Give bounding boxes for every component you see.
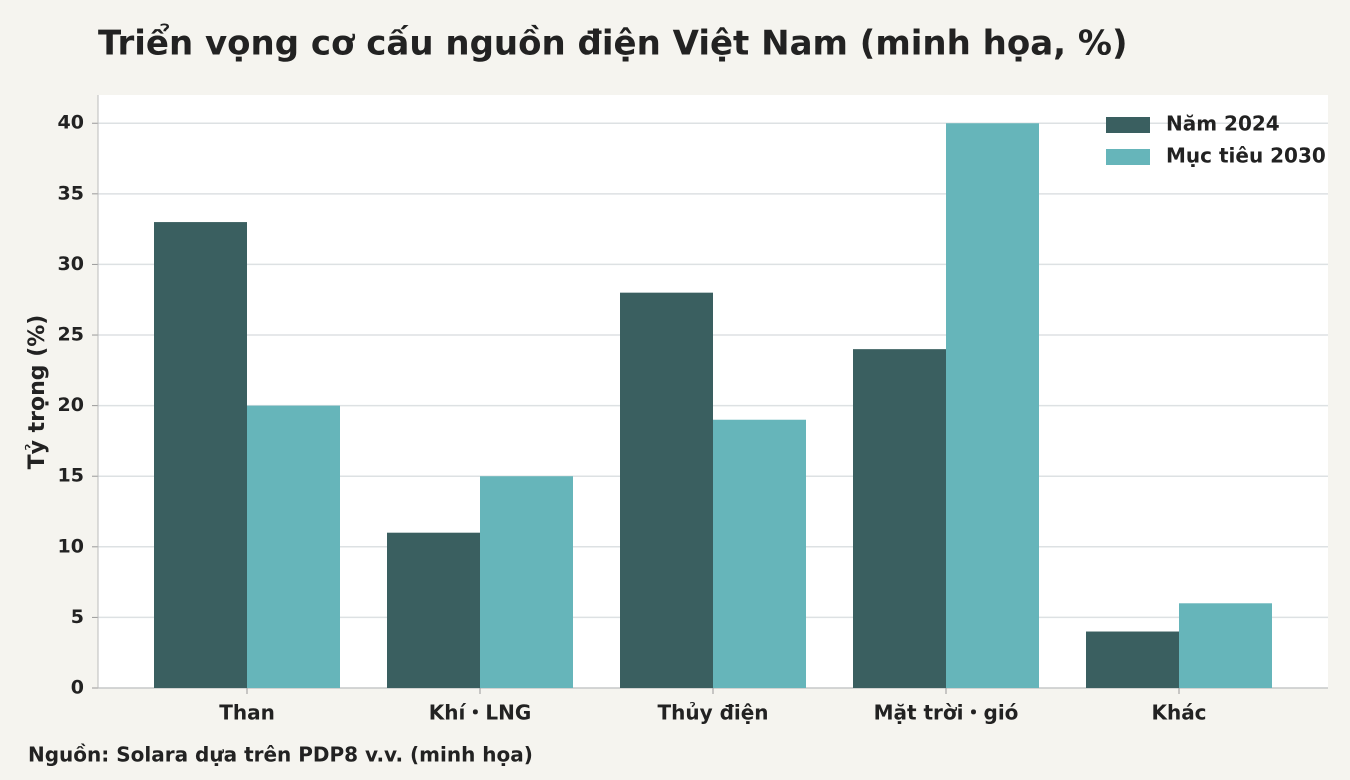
legend-swatch (1106, 149, 1150, 165)
bar (713, 419, 806, 688)
y-tick-label: 25 (58, 324, 84, 346)
y-tick-label: 40 (58, 112, 84, 134)
y-axis-label: Tỷ trọng (%) (25, 315, 50, 470)
legend-swatch (1106, 117, 1150, 133)
y-tick-label: 10 (58, 535, 84, 557)
legend-label: Mục tiêu 2030 (1166, 144, 1326, 168)
bar (1086, 631, 1179, 688)
y-tick-label: 0 (71, 677, 84, 699)
x-tick-label: Mặt trời・gió (874, 701, 1019, 725)
bar (946, 123, 1039, 688)
bar (387, 532, 480, 688)
source-note: Nguồn: Solara dựa trên PDP8 v.v. (minh h… (28, 743, 533, 767)
y-tick-label: 15 (58, 465, 84, 487)
bar (480, 476, 573, 688)
legend-label: Năm 2024 (1166, 112, 1280, 136)
bar (1179, 603, 1272, 688)
x-tick-label: Khác (1151, 701, 1206, 725)
chart-title: Triển vọng cơ cấu nguồn điện Việt Nam (m… (98, 23, 1128, 64)
x-tick-label: Than (219, 701, 275, 725)
x-tick-label: Thủy điện (657, 701, 768, 725)
y-tick-label: 20 (58, 394, 84, 416)
bar (154, 222, 247, 689)
bar (853, 349, 946, 688)
y-tick-label: 5 (71, 606, 84, 628)
x-tick-label: Khí・LNG (429, 701, 532, 725)
bar (247, 405, 340, 688)
y-tick-label: 30 (58, 253, 84, 275)
bar (620, 292, 713, 688)
y-tick-label: 35 (58, 182, 84, 204)
